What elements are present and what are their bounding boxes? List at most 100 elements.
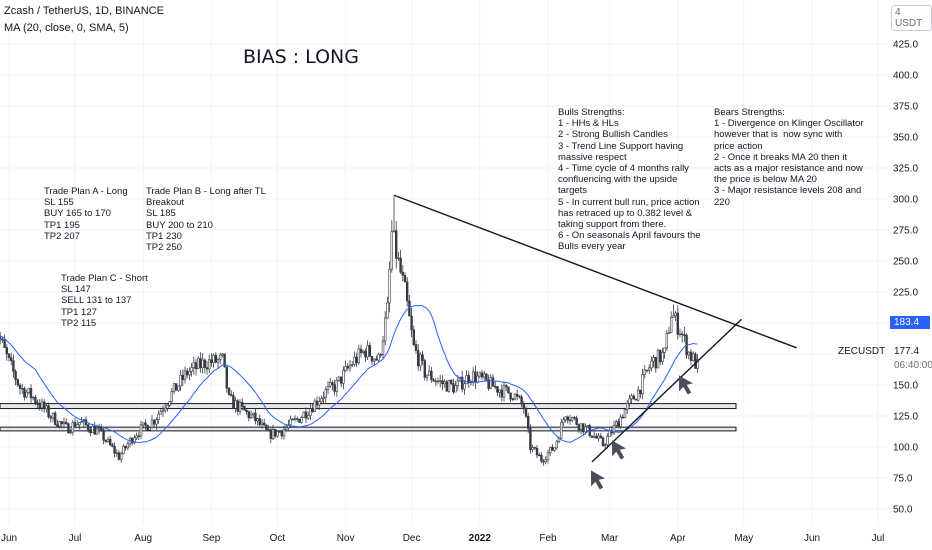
candle-body [69,431,72,434]
candle-body [188,371,191,376]
candle-body [27,388,30,393]
candle-body [122,445,125,455]
candle-body [595,435,598,439]
candle-body [311,408,314,412]
price-axis[interactable]: 425.0 400.0 375.0 350.0 325.0 300.0 275.0 250.0… [893,40,918,516]
candle-body [67,423,70,434]
candle-body [12,360,15,372]
candle-body [621,416,625,419]
candle-body [430,370,433,381]
candle-body [436,380,440,383]
candle-body [95,428,99,435]
candle-body [219,354,222,360]
candle-body [71,422,75,433]
candle-body [570,417,574,421]
candle-body [553,447,556,451]
candle-body [331,382,334,386]
candle-body [559,422,563,439]
candle-body [663,347,666,353]
ma-value-label: 177.4 [890,345,930,358]
bulls-strengths-note: Bulls Strengths: 1 - HHs & HLs 2 - Stron… [558,107,701,253]
candle-body [476,375,479,383]
candle-body [350,364,354,366]
up-arrow-icon [591,470,605,490]
indicator-label[interactable]: MA (20, close, 0, SMA, 5) [4,22,129,34]
candle-body [443,381,446,385]
chart-grid [0,0,888,525]
candle-body [425,374,429,378]
candle-body [390,231,393,270]
candle-body [568,419,572,422]
candle-body [18,384,22,389]
candle-body [467,375,470,384]
candle-body [76,424,79,428]
candle-body [641,374,644,395]
candle-body [137,435,140,437]
candle-body [205,367,209,370]
candle-body [342,370,345,384]
candle-body [632,395,636,400]
support-zones [0,403,737,432]
candle-body [320,398,323,403]
candle-body [333,384,336,392]
candle-body [232,395,235,409]
candle-body [658,349,662,363]
candle-body [271,428,275,439]
candle-body [249,414,253,419]
candle-body [639,389,642,395]
candle-body [14,371,17,380]
candle-body [197,358,200,369]
candle-body [157,413,160,420]
candle-body [531,447,534,450]
candle-body [630,395,633,400]
chart-title: Zcash / TetherUS, 1D, BINANCE [4,5,164,17]
candle-body [346,366,349,369]
candle-body [102,429,105,441]
candle-body [150,419,154,428]
candle-body [302,411,305,418]
candle-body [403,274,407,283]
candle-body [617,421,620,428]
candle-body [47,405,50,418]
candle-body [227,387,231,395]
candle-body [131,438,134,444]
candle-body [181,374,184,380]
candle-body [678,333,682,336]
candle-body [243,405,246,411]
candle-body [0,337,2,340]
moving-average [0,304,698,443]
candle-body [192,362,195,368]
candle-body [223,353,226,368]
candle-body [634,398,638,401]
candle-body [405,281,409,302]
currency-label[interactable]: 4 USDT [891,5,932,31]
candle-body [421,354,424,361]
candle-body [245,409,248,412]
candle-body [155,419,158,425]
candle-body [23,387,26,398]
candle-body [410,315,413,331]
candle-body [256,418,259,422]
candle-body [164,407,167,411]
candle-body [366,345,369,358]
candle-body [252,412,255,416]
candle-body [106,438,110,442]
time-axis[interactable]: Jun Jul Aug Sep Oct Nov Dec 2022 Feb Mar Apr May Jun… [1,533,884,544]
candle-body [113,446,116,454]
candle-body [656,349,660,369]
candle-body [148,427,151,431]
candle-body [42,401,46,410]
candle-body [460,376,464,390]
price-tick-label: 50.0 [893,505,913,516]
time-tick-label: Oct [270,533,286,544]
candle-body [109,438,112,445]
candle-body [388,268,391,304]
candle-body [93,426,97,435]
price-tick-label: 300.0 [893,195,918,206]
candle-body [529,428,532,450]
candle-body [504,385,508,388]
price-tick-label: 225.0 [893,288,918,299]
bias-annotation: BIAS : LONG [243,46,359,68]
time-tick-label: Aug [134,533,152,544]
